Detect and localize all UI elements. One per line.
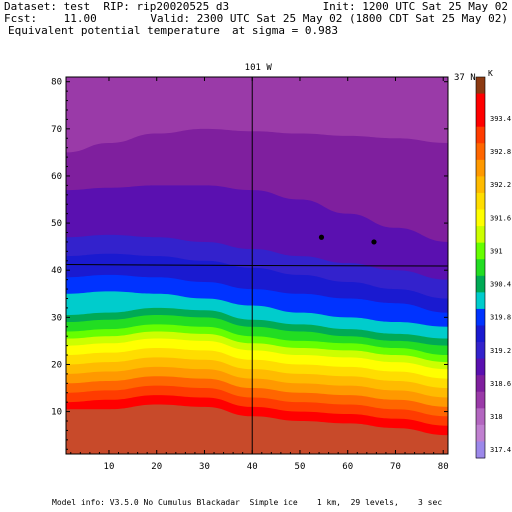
x-tick-label: 40 — [247, 462, 258, 472]
colorbar-label: 317.4 — [490, 446, 511, 454]
colorbar-label: 393.4 — [490, 115, 511, 123]
colorbar-swatch — [476, 342, 485, 360]
meridian-label: 101 W — [245, 63, 273, 73]
valid-time: Valid: 2300 UTC Sat 25 May 02 (1800 CDT … — [150, 12, 508, 25]
colorbar-swatch — [476, 375, 485, 393]
colorbar-swatch — [476, 110, 485, 128]
colorbar-label: 319.2 — [490, 347, 511, 355]
colorbar-swatch — [476, 424, 485, 442]
colorbar-swatch — [476, 408, 485, 426]
vertical-level: at sigma = 0.983 — [232, 24, 338, 37]
x-tick-label: 60 — [342, 462, 353, 472]
colorbar-swatch — [476, 292, 485, 310]
colorbar-swatch — [476, 242, 485, 260]
colorbar-label: 391.6 — [490, 214, 511, 222]
station-marker-2 — [371, 239, 377, 245]
map-lines — [65, 77, 449, 454]
colorbar-label: 318.6 — [490, 380, 511, 388]
x-tick-label: 70 — [390, 462, 401, 472]
colorbar-swatch — [476, 358, 485, 376]
colorbar-swatch — [476, 226, 485, 244]
colorbar: 393.4 392.8 392.2 391.6 391 390.4 319.8 319.2 31… — [475, 76, 511, 459]
colorbar-swatch — [476, 176, 485, 194]
y-axis-ticks: 10 20 30 40 50 60 70 80 — [51, 78, 448, 450]
colorbar-swatch — [476, 143, 485, 161]
x-tick-label: 20 — [151, 462, 162, 472]
parallel-line — [65, 264, 449, 267]
colorbar-swatch — [476, 192, 485, 211]
parallel-label: 37 N — [454, 73, 476, 83]
model-info: Model info: V3.5.0 No Cumulus Blackadar … — [52, 498, 443, 507]
colorbar-label: 392.8 — [490, 148, 511, 156]
y-tick-label: 20 — [51, 360, 62, 370]
colorbar-label: 319.8 — [490, 314, 511, 322]
contour-fill-bands — [66, 77, 448, 454]
colorbar-label: 390.4 — [490, 281, 511, 289]
plot-frame — [65, 76, 449, 455]
contour-band-17 — [66, 77, 448, 153]
colorbar-swatch — [476, 308, 485, 326]
colorbar-swatch — [476, 77, 485, 95]
x-tick-label: 80 — [438, 462, 449, 472]
x-tick-label: 10 — [104, 462, 115, 472]
colorbar-swatch — [476, 209, 485, 227]
y-tick-label: 60 — [51, 172, 62, 182]
colorbar-swatch — [476, 325, 485, 343]
colorbar-swatch — [476, 275, 485, 293]
y-tick-label: 30 — [51, 313, 62, 323]
x-tick-label: 50 — [295, 462, 306, 472]
forecast-hour: Fcst: 11.00 — [4, 12, 97, 25]
colorbar-swatch — [476, 93, 485, 111]
colorbar-swatch — [476, 441, 485, 459]
station-marker-1 — [318, 234, 325, 240]
y-tick-label: 50 — [51, 219, 62, 229]
colorbar-label: 392.2 — [490, 181, 511, 189]
x-tick-label: 30 — [199, 462, 210, 472]
field-name: Equivalent potential temperature — [8, 24, 220, 37]
colorbar-swatch — [476, 126, 485, 144]
y-tick-label: 80 — [51, 78, 62, 88]
y-tick-label: 10 — [51, 408, 62, 418]
station-markers — [318, 234, 377, 245]
colorbar-frame — [475, 76, 486, 459]
dataset-label: Dataset: test RIP: rip20020525 d3 — [4, 0, 230, 13]
colorbar-swatch — [476, 391, 485, 409]
colorbar-label: 391 — [490, 247, 503, 255]
x-axis-ticks: 10 20 30 40 50 60 70 80 — [70, 77, 449, 472]
init-time: Init: 1200 UTC Sat 25 May 02 — [322, 0, 508, 13]
colorbar-unit: K — [488, 69, 493, 78]
y-tick-label: 40 — [51, 266, 62, 276]
colorbar-label: 318 — [490, 413, 503, 421]
colorbar-swatch — [476, 159, 485, 177]
colorbar-swatch — [476, 259, 485, 277]
y-tick-label: 70 — [51, 125, 62, 135]
